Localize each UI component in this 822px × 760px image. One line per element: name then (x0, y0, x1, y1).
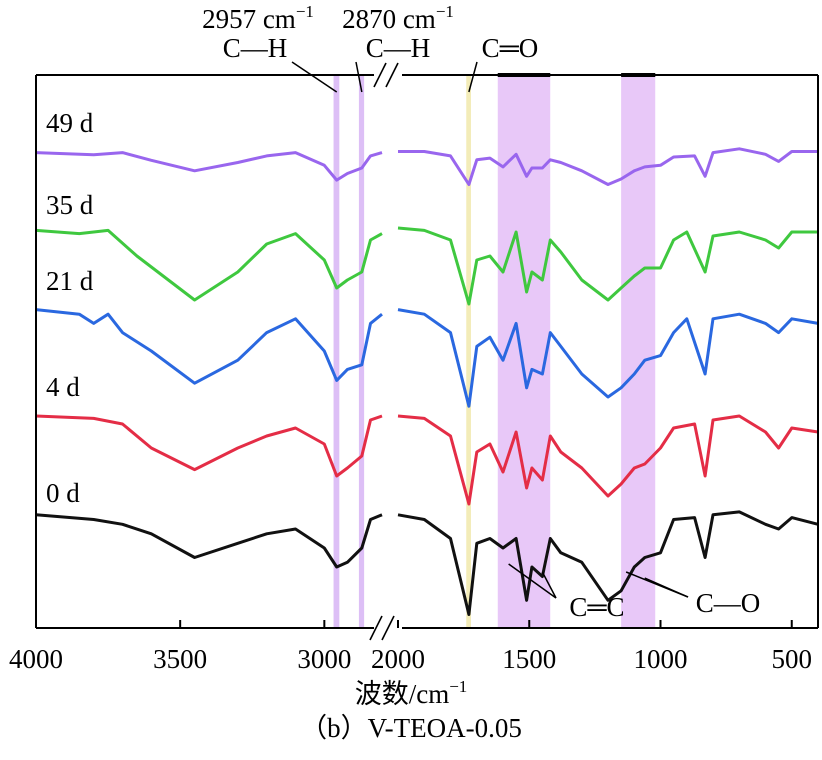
spectra-curves (35, 147, 819, 616)
series-label-4d: 4 d (46, 372, 80, 402)
figure-caption: （b）V-TEOA-0.05 (300, 713, 522, 743)
series-line-35d-right (397, 226, 818, 306)
series-line-49d-right (398, 147, 818, 186)
series-line-49d-left (35, 151, 383, 182)
series-line-21d-left (35, 308, 383, 385)
series-line-0d-right (397, 510, 819, 616)
series-line-0d-left (35, 513, 383, 569)
x-tick-label-1500: 1500 (502, 644, 556, 674)
x-tick-label-1000: 1000 (634, 644, 688, 674)
series-line-4d-left (35, 414, 383, 478)
leader-cc-2 (541, 571, 557, 599)
axis-break-mark-4 (385, 62, 399, 88)
series-label-35d: 35 d (46, 190, 94, 220)
annot-2957: 2957 cm−1 (202, 2, 314, 34)
series-line-21d-right (397, 308, 819, 408)
annot-cc: C═C (569, 592, 624, 622)
highlight-band-5 (621, 75, 656, 628)
leader-co-2 (644, 577, 689, 598)
annot-co: C—O (696, 588, 761, 618)
highlight-band-1 (333, 75, 340, 628)
highlight-bands (333, 73, 656, 628)
series-label-0d: 0 d (46, 478, 80, 508)
leader-cc-1 (508, 563, 557, 599)
series-labels: 49 d 35 d 21 d 4 d 0 d (46, 108, 94, 508)
highlight-band-2 (358, 75, 365, 628)
series-label-49d: 49 d (46, 108, 94, 138)
annot-2870-value: 2870 cm (342, 4, 436, 34)
annot-ch-1: C—H (223, 33, 288, 63)
series-line-35d-left (35, 228, 383, 302)
peak-annotations: 2957 cm−1 2870 cm−1C—H C—H C═OC═C C—O (202, 2, 760, 622)
x-tick-label-3000: 3000 (297, 644, 351, 674)
leader-2870 (355, 61, 363, 93)
annot-ch-2: C—H (366, 33, 431, 63)
x-tick-label-2000: 2000 (371, 644, 425, 674)
series-line-4d-right (397, 414, 819, 506)
annot-2957-sup: −1 (296, 2, 314, 21)
annot-carbonyl: C═O (482, 33, 539, 63)
x-tick-label-4000: 4000 (9, 644, 63, 674)
annot-2957-value: 2957 cm (202, 4, 296, 34)
series-label-21d: 21 d (46, 266, 94, 296)
x-tick-label-3500: 3500 (153, 644, 207, 674)
plot-frame (35, 62, 819, 641)
axis-break-mark-3 (373, 62, 387, 88)
annot-2870: 2870 cm−1 (342, 2, 454, 34)
leader-carbonyl (468, 61, 478, 93)
annot-2870-sup: −1 (436, 2, 454, 21)
highlight-band-3 (466, 75, 471, 628)
x-axis-title: 波数/cm−1 (355, 677, 468, 709)
leader-2957 (291, 61, 338, 93)
x-tick-label-500: 500 (772, 644, 813, 674)
axis-break-mark-2 (381, 615, 395, 641)
axis-break-mark-1 (369, 615, 383, 641)
x-axis-title-sup: −1 (449, 677, 467, 696)
x-axis-ticks: 4000 3500 3000 2000 1500 1000 500 (9, 620, 812, 674)
